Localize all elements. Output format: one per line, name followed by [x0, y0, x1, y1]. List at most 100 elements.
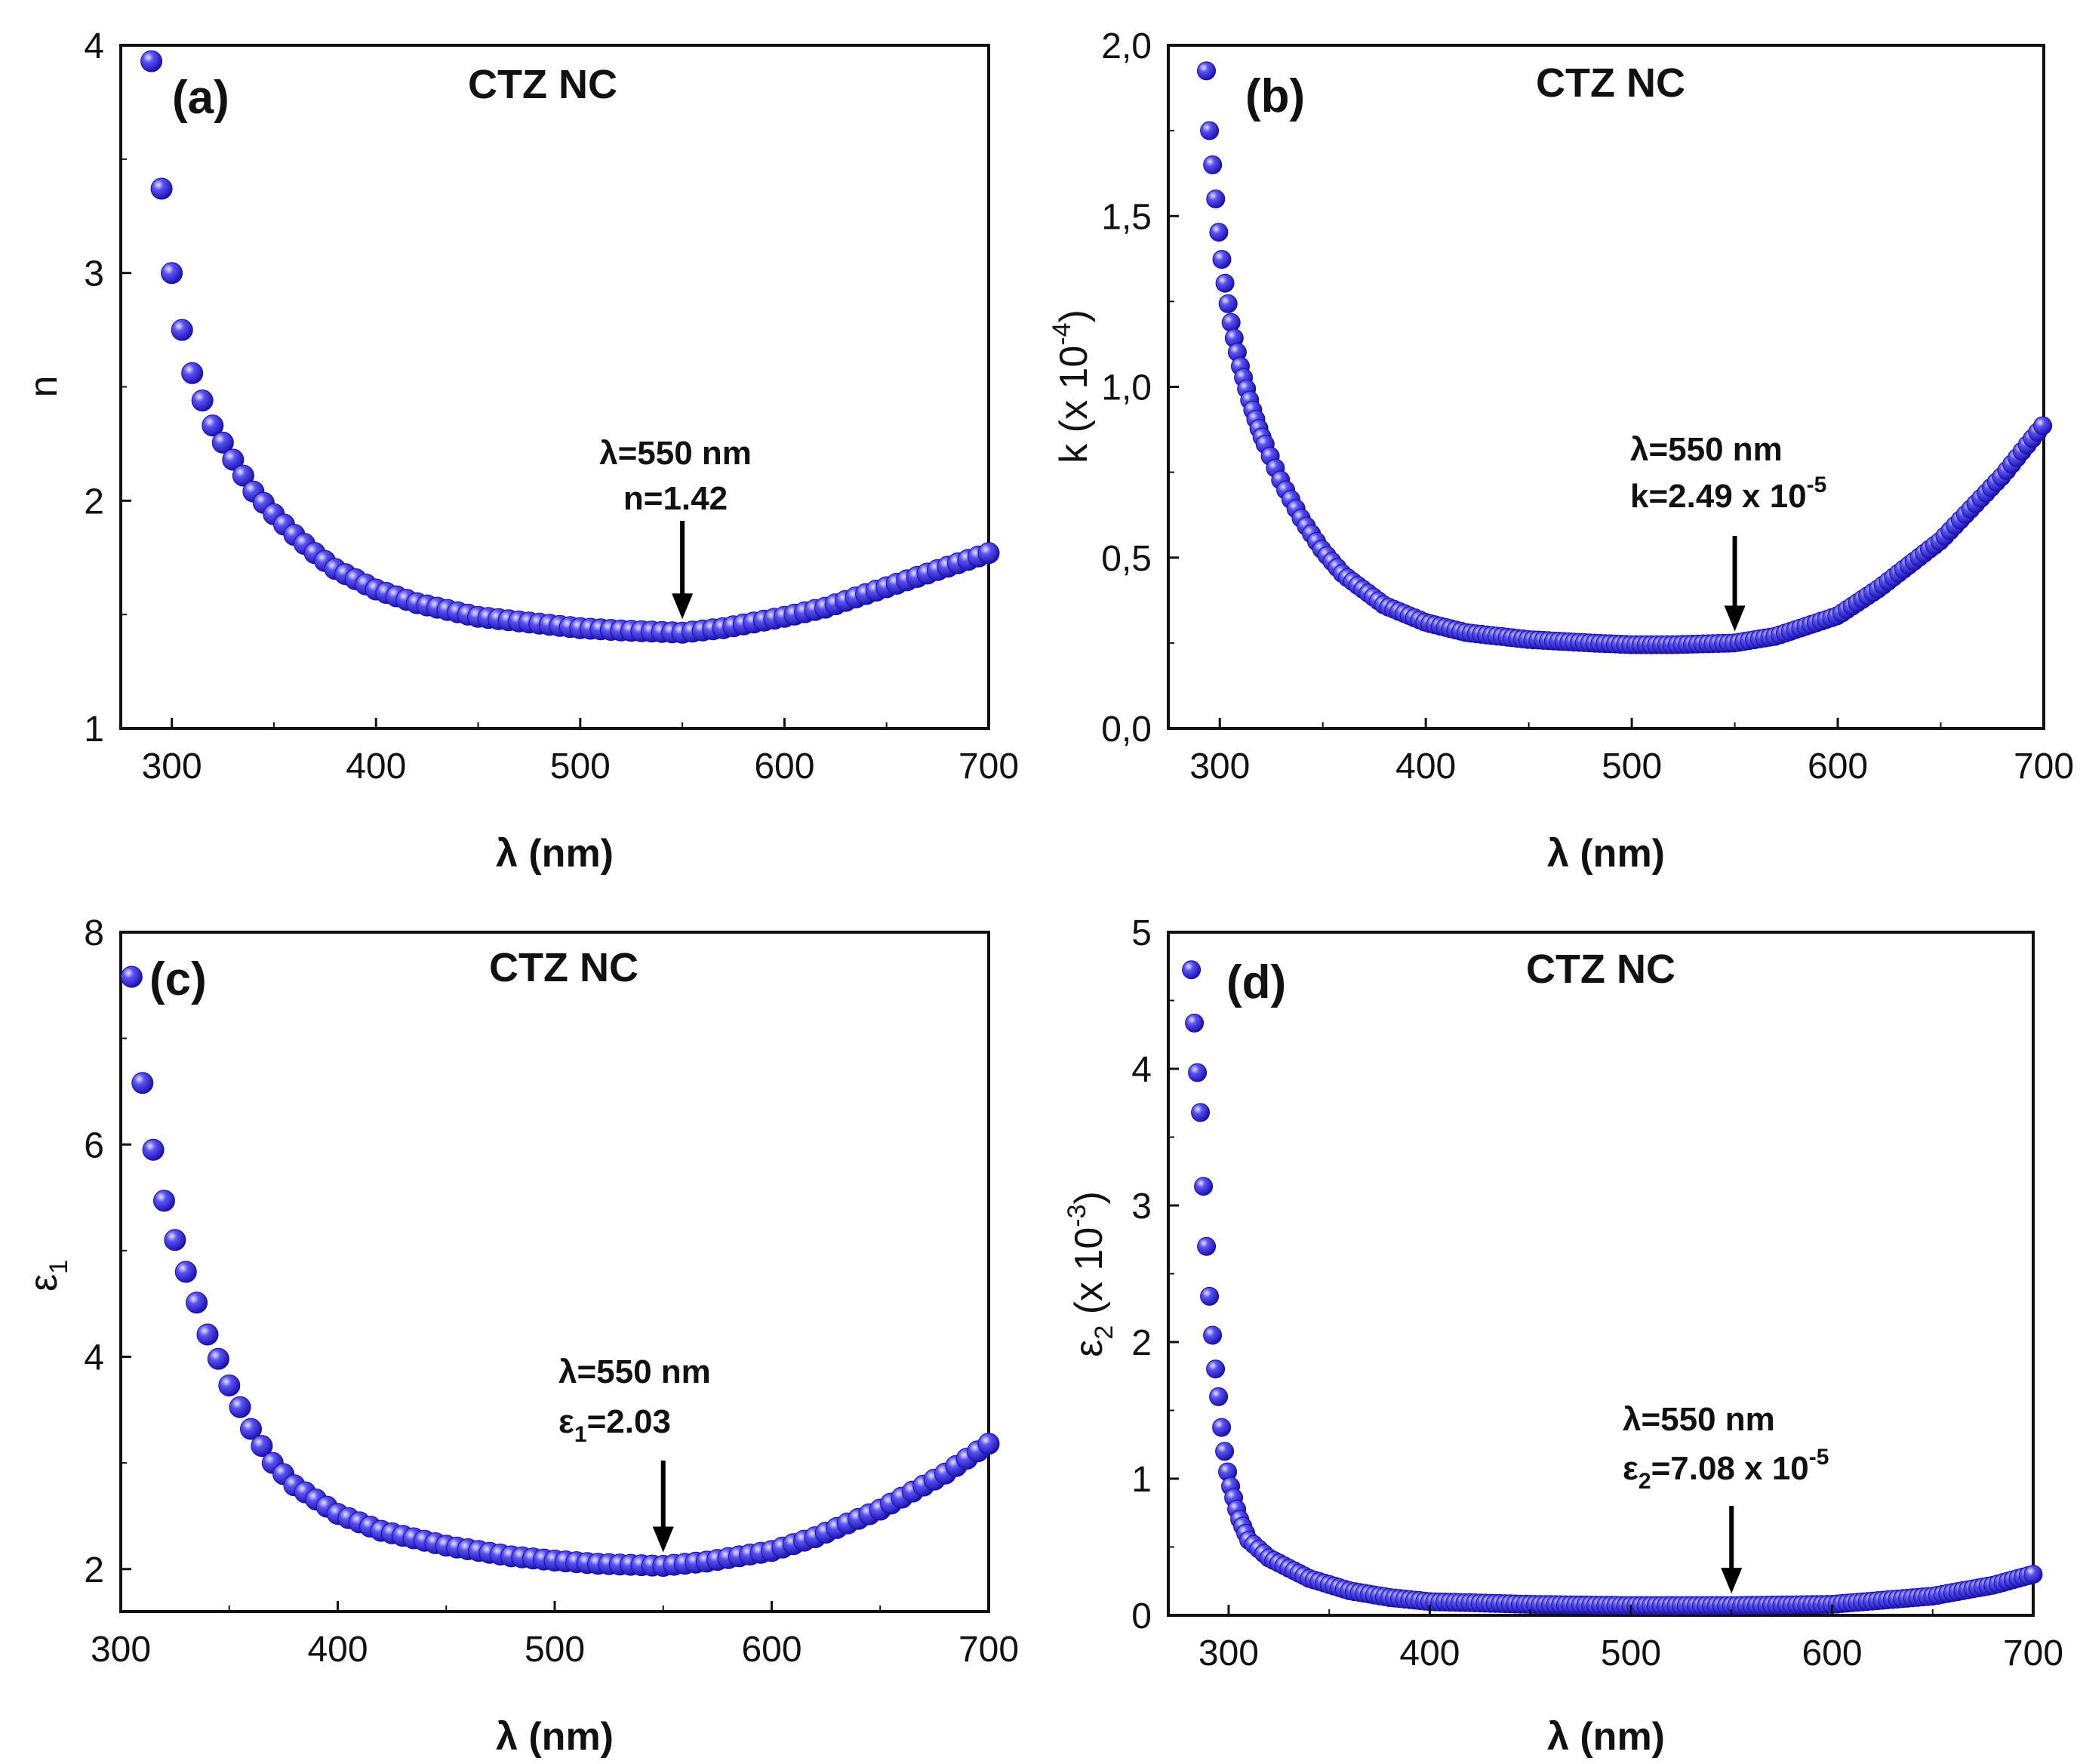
panel-b-arrow-head — [1724, 605, 1746, 632]
panel-c-data-point — [218, 1375, 241, 1396]
panel-b-xtick-label: 500 — [1602, 747, 1662, 787]
panel-c-ylabel-sub: 1 — [45, 1260, 73, 1274]
panel-c-ytick-label: 4 — [84, 1338, 104, 1378]
panel-b-title: CTZ NC — [1536, 60, 1685, 106]
panel-d-xtick-label: 400 — [1399, 1633, 1460, 1673]
panel-b-data-point — [1218, 294, 1238, 313]
panel-d-xtick-label: 500 — [1601, 1633, 1661, 1673]
panel-c-xlabel: λ (nm) — [496, 1715, 614, 1759]
panel-c-data-point — [186, 1291, 208, 1314]
panel-c-annotation-line2-sub: 1 — [574, 1422, 587, 1447]
panel-c-annotation-line2: ε1=2.03 — [558, 1403, 671, 1447]
panel-c-xtick-label: 600 — [741, 1630, 802, 1670]
panel-b-ylabel-main: k (x 10 — [1052, 346, 1096, 463]
panel-b-data-point — [1200, 121, 1220, 140]
panel-d-data-point — [1197, 1236, 1217, 1256]
panel-d-ytick-label: 3 — [1131, 1187, 1152, 1227]
panel-d-xtick-label: 600 — [1802, 1633, 1862, 1673]
panel-d-annotation-line2-end: =7.08 x 10 — [1651, 1450, 1809, 1487]
panel-d-ylabel-end: ) — [1067, 1191, 1111, 1204]
panel-b-data-point — [1221, 312, 1241, 332]
panel-b-annotation-line2-main: k=2.49 x 10 — [1630, 478, 1807, 515]
panel-a-marks — [140, 50, 1000, 644]
panel-b-ytick-label: 2,0 — [1101, 26, 1152, 66]
panel-d-letter: (d) — [1226, 956, 1286, 1008]
panel-b-ytick-label: 0,0 — [1101, 710, 1152, 750]
panel-d-xtick-label: 700 — [2003, 1633, 2063, 1673]
panel-d-annotation-line2-sub: 2 — [1638, 1469, 1651, 1494]
panel-c-data-point — [977, 1433, 1000, 1455]
panel-d-data-point — [1206, 1359, 1226, 1379]
panel-a-xtick-label: 600 — [754, 747, 814, 787]
panel-d-data-point — [1185, 1013, 1205, 1033]
panel-a-ytick-label: 1 — [84, 710, 104, 750]
panel-b-ticks: 300 400 500 600 700 0,0 0,5 1,0 1,5 2,0 — [1101, 26, 2074, 787]
panel-b-ytick-label: 1,5 — [1101, 197, 1152, 237]
panel-b-plot-frame — [1167, 44, 2045, 730]
panel-c-data-point — [142, 1138, 165, 1161]
panel-d-data-point — [1215, 1442, 1235, 1461]
panel-d-ylabel-sup: -3 — [1063, 1204, 1091, 1227]
panel-b-xtick-label: 400 — [1395, 747, 1456, 787]
panel-c-data-point — [196, 1323, 219, 1346]
panel-a-xtick-label: 300 — [142, 747, 202, 787]
panel-a-data-point — [181, 362, 204, 384]
panel-b-data-point — [2033, 416, 2053, 436]
panel-c-data-point — [131, 1072, 154, 1094]
panel-a-xlabel: λ (nm) — [496, 832, 614, 876]
panel-a-letter: (a) — [172, 72, 229, 124]
panel-d-ylabel-main: ε — [1067, 1340, 1111, 1357]
panel-d-title: CTZ NC — [1526, 947, 1675, 992]
panel-a-xtick-label: 500 — [550, 747, 611, 787]
panel-a-data-point — [140, 50, 163, 72]
panel-c-data-point — [120, 965, 143, 988]
panel-b-xlabel: λ (nm) — [1547, 832, 1665, 876]
panel-c-ticks: 300 400 500 600 700 2 4 6 8 — [84, 913, 1019, 1670]
panel-b-data-point — [1206, 189, 1226, 209]
panel-c-annotation-line2-end: =2.03 — [587, 1403, 671, 1440]
panel-a-data-point — [191, 389, 214, 412]
panel-c-data-point — [240, 1418, 262, 1440]
panel-c-marks — [120, 965, 1000, 1577]
panel-d-xtick-label: 300 — [1198, 1633, 1259, 1673]
panel-b-data-point — [1197, 61, 1216, 81]
panel-b-xtick-label: 700 — [2014, 747, 2074, 787]
panel-a-arrow-head — [672, 593, 694, 620]
panel-a-data-point — [161, 262, 183, 285]
panel-d-ytick-label: 4 — [1131, 1050, 1152, 1090]
panel-d-arrow — [1721, 1506, 1743, 1594]
panel-c-title: CTZ NC — [489, 945, 638, 990]
panel-b: 300 400 500 600 700 0,0 0,5 1,0 1,5 2,0 (b) CTZ N… — [1048, 26, 2074, 876]
panel-a-ytick-label: 4 — [84, 26, 104, 66]
panel-a-data-point — [977, 542, 1000, 565]
panel-d-ylabel-sub: 2 — [1090, 1325, 1118, 1340]
panel-a-xtick-label: 400 — [346, 747, 406, 787]
panel-c-data-point — [251, 1435, 273, 1458]
panel-c-data-point — [174, 1261, 197, 1283]
panel-c-xtick-label: 500 — [525, 1630, 585, 1670]
panel-d-data-point — [1188, 1063, 1208, 1082]
panel-a-arrow — [672, 521, 694, 620]
panel-d-ylabel: ε2 (x 10-3) — [1063, 1191, 1118, 1357]
panel-d-xlabel: λ (nm) — [1547, 1715, 1665, 1759]
panel-a-xtick-label: 700 — [958, 747, 1019, 787]
panel-c-arrow — [652, 1461, 674, 1553]
panel-c-ylabel: ε1 — [22, 1260, 73, 1291]
panel-b-annotation-line2: k=2.49 x 10-5 — [1630, 473, 1826, 515]
panel-d-annotation-line2-main: ε — [1623, 1450, 1638, 1487]
panel-c-xtick-label: 400 — [307, 1630, 368, 1670]
panel-b-ytick-label: 0,5 — [1101, 539, 1152, 579]
panel-a-ticks: 300 400 500 600 700 1 2 3 4 — [84, 26, 1019, 787]
panel-a-data-point — [232, 464, 254, 487]
panel-d-data-point — [1191, 1103, 1211, 1122]
panel-a-data-point — [150, 177, 173, 200]
panel-a-data-point — [222, 448, 245, 471]
panel-b-data-point — [1209, 223, 1229, 242]
panel-c-ytick-label: 2 — [84, 1550, 104, 1590]
panel-c-data-point — [153, 1190, 175, 1212]
panel-b-annotation-line2-sup: -5 — [1807, 473, 1827, 497]
panel-d-data-point — [1203, 1325, 1223, 1345]
